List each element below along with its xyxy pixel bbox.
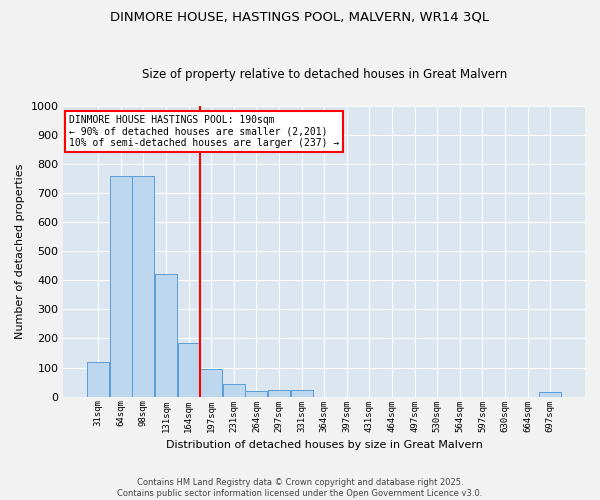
Bar xyxy=(268,390,290,396)
Bar xyxy=(290,390,313,396)
Title: Size of property relative to detached houses in Great Malvern: Size of property relative to detached ho… xyxy=(142,68,507,81)
Bar xyxy=(110,176,131,396)
Bar xyxy=(223,384,245,396)
Bar xyxy=(200,369,222,396)
Text: DINMORE HOUSE HASTINGS POOL: 190sqm
← 90% of detached houses are smaller (2,201): DINMORE HOUSE HASTINGS POOL: 190sqm ← 90… xyxy=(68,114,339,148)
Text: Contains HM Land Registry data © Crown copyright and database right 2025.
Contai: Contains HM Land Registry data © Crown c… xyxy=(118,478,482,498)
Bar xyxy=(178,343,200,396)
Bar xyxy=(87,362,109,396)
Bar xyxy=(245,391,268,396)
Y-axis label: Number of detached properties: Number of detached properties xyxy=(15,164,25,339)
Text: DINMORE HOUSE, HASTINGS POOL, MALVERN, WR14 3QL: DINMORE HOUSE, HASTINGS POOL, MALVERN, W… xyxy=(110,10,490,23)
Bar xyxy=(539,392,561,396)
Bar xyxy=(155,274,177,396)
X-axis label: Distribution of detached houses by size in Great Malvern: Distribution of detached houses by size … xyxy=(166,440,482,450)
Bar xyxy=(133,176,154,396)
